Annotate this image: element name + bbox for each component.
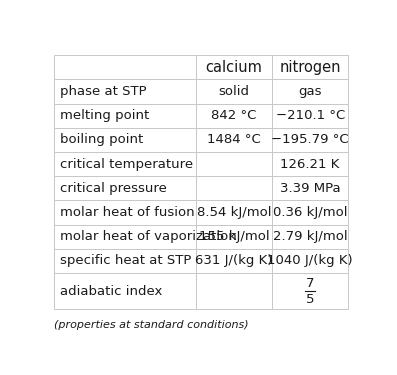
Text: −210.1 °C: −210.1 °C <box>276 109 345 122</box>
Bar <box>196 200 272 225</box>
Bar <box>54 273 196 309</box>
Bar <box>54 249 196 273</box>
Bar <box>54 225 196 249</box>
Bar <box>196 79 272 104</box>
Text: 1484 °C: 1484 °C <box>207 133 261 146</box>
Text: gas: gas <box>299 85 322 98</box>
Text: (properties at standard conditions): (properties at standard conditions) <box>54 320 249 330</box>
Text: 0.36 kJ/mol: 0.36 kJ/mol <box>273 206 347 219</box>
Bar <box>272 273 348 309</box>
Text: nitrogen: nitrogen <box>279 60 341 75</box>
Text: 155 kJ/mol: 155 kJ/mol <box>199 230 270 243</box>
Text: melting point: melting point <box>60 109 149 122</box>
Bar <box>54 200 196 225</box>
Text: boiling point: boiling point <box>60 133 143 146</box>
Bar <box>196 104 272 128</box>
Bar <box>272 104 348 128</box>
Text: specific heat at STP: specific heat at STP <box>60 254 191 267</box>
Bar <box>54 128 196 152</box>
Bar <box>196 128 272 152</box>
Text: critical temperature: critical temperature <box>60 158 193 171</box>
Text: solid: solid <box>219 85 250 98</box>
Text: molar heat of vaporization: molar heat of vaporization <box>60 230 237 243</box>
Bar <box>272 225 348 249</box>
Bar <box>272 152 348 176</box>
Bar <box>272 249 348 273</box>
Text: 8.54 kJ/mol: 8.54 kJ/mol <box>197 206 271 219</box>
Bar <box>272 200 348 225</box>
Text: molar heat of fusion: molar heat of fusion <box>60 206 195 219</box>
Bar <box>54 104 196 128</box>
Text: critical pressure: critical pressure <box>60 182 167 195</box>
Bar <box>196 176 272 200</box>
Bar <box>54 176 196 200</box>
Text: calcium: calcium <box>206 60 262 75</box>
Bar <box>272 128 348 152</box>
Bar <box>196 249 272 273</box>
Text: 2.79 kJ/mol: 2.79 kJ/mol <box>273 230 347 243</box>
Text: −195.79 °C: −195.79 °C <box>271 133 349 146</box>
Text: 5: 5 <box>306 292 314 306</box>
Bar <box>54 152 196 176</box>
Text: adiabatic index: adiabatic index <box>60 285 162 297</box>
Text: 126.21 K: 126.21 K <box>280 158 340 171</box>
Text: 631 J/(kg K): 631 J/(kg K) <box>195 254 273 267</box>
Bar <box>272 176 348 200</box>
Bar <box>272 55 348 79</box>
Bar <box>196 273 272 309</box>
Bar <box>196 225 272 249</box>
Bar <box>196 55 272 79</box>
Bar <box>54 55 196 79</box>
Text: 7: 7 <box>306 277 314 290</box>
Text: 1040 J/(kg K): 1040 J/(kg K) <box>267 254 353 267</box>
Bar <box>272 79 348 104</box>
Text: phase at STP: phase at STP <box>60 85 146 98</box>
Bar <box>196 152 272 176</box>
Text: 3.39 MPa: 3.39 MPa <box>280 182 341 195</box>
Text: 842 °C: 842 °C <box>211 109 257 122</box>
Bar <box>54 79 196 104</box>
